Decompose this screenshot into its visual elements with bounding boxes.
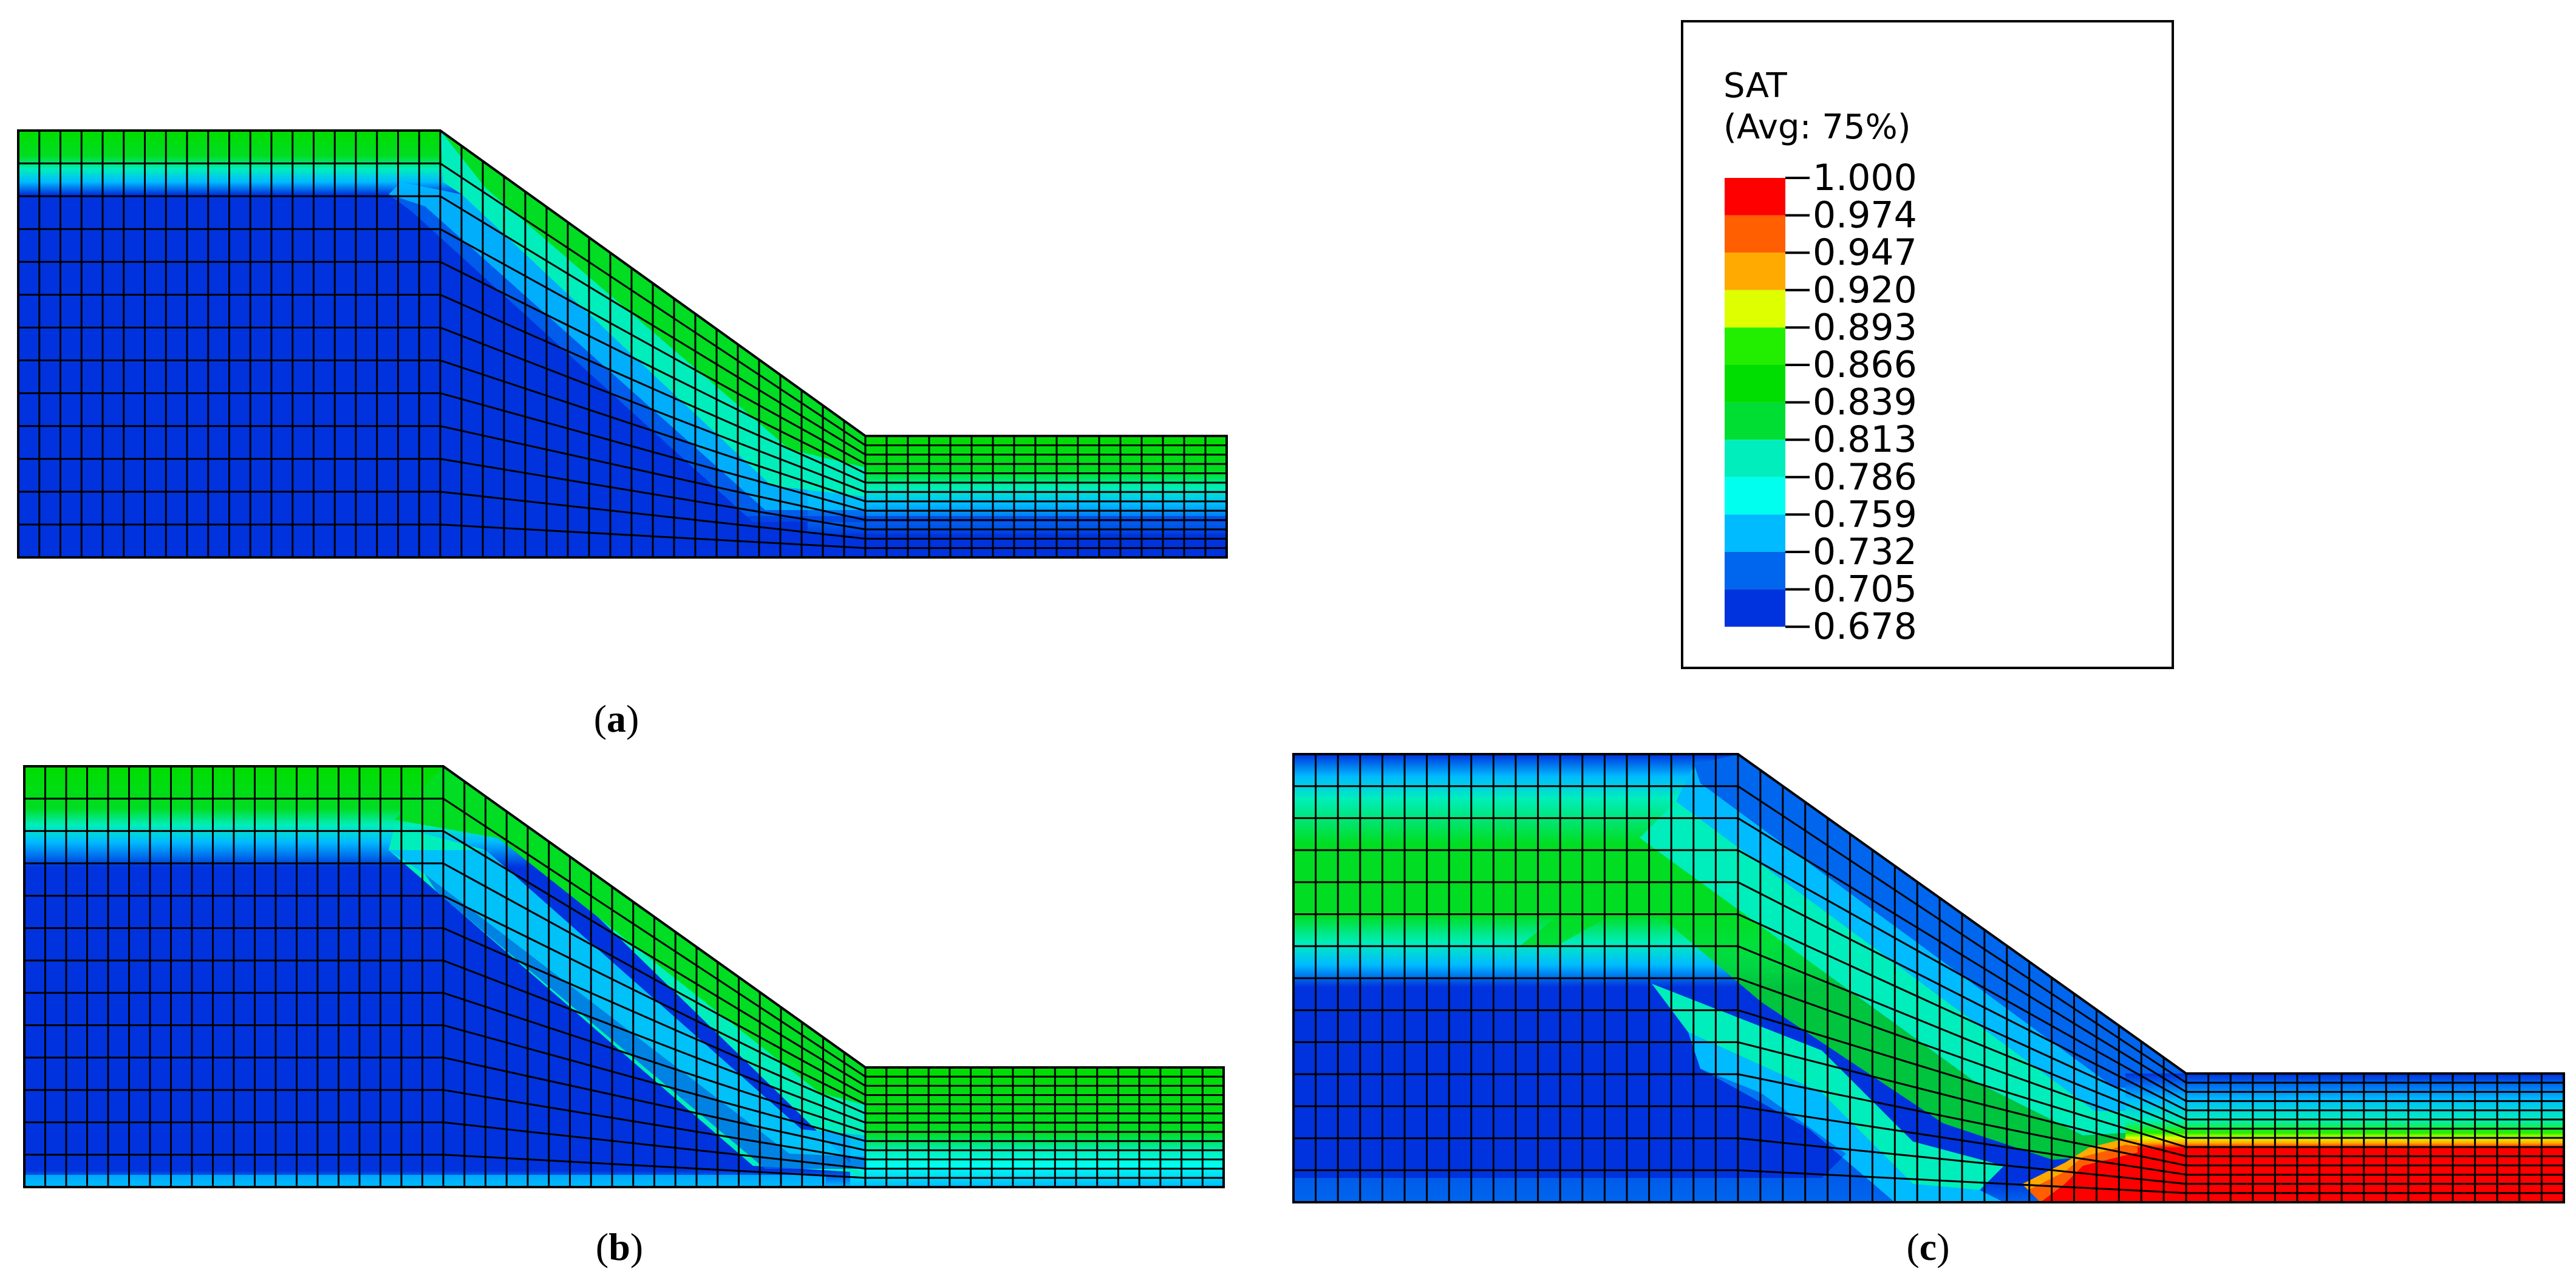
legend-swatch: [1725, 477, 1785, 515]
panel-a-mesh: [18, 131, 1227, 557]
legend-value: 0.705: [1813, 568, 1917, 611]
legend-scale: 1.0000.9740.9470.9200.8930.8660.8390.813…: [1725, 157, 1917, 648]
legend-value: 0.759: [1813, 493, 1917, 536]
panel-a-outline: [17, 129, 1228, 559]
legend-variable: SAT: [1723, 66, 1788, 106]
legend-value: 0.839: [1813, 381, 1917, 424]
panel-c: (c): [1292, 753, 2565, 1268]
legend-swatch: [1725, 440, 1785, 477]
legend-swatch: [1725, 514, 1785, 552]
panel-b-label: (b): [596, 1225, 643, 1268]
legend-value: 0.893: [1813, 306, 1917, 349]
legend-value: 0.974: [1813, 194, 1917, 237]
legend-swatch: [1725, 402, 1785, 440]
panel-b: (b): [23, 765, 1225, 1268]
legend-swatch: [1725, 178, 1785, 216]
legend-swatch: [1725, 365, 1785, 403]
legend-swatch: [1725, 327, 1785, 365]
contour-legend: SAT (Avg: 75%) 1.0000.9740.9470.9200.893…: [1681, 20, 2174, 669]
legend-swatch: [1725, 589, 1785, 627]
legend-value: 0.732: [1813, 531, 1917, 573]
legend-value: 0.813: [1813, 418, 1917, 461]
panel-c-label: (c): [1906, 1225, 1949, 1268]
panel-a-field: [18, 131, 1227, 557]
legend-swatch: [1725, 215, 1785, 253]
legend-value: 1.000: [1813, 157, 1917, 199]
legend-value: 0.786: [1813, 456, 1917, 499]
legend-swatch: [1725, 253, 1785, 290]
panel-b-field: [24, 766, 1224, 1187]
panel-c-field: [1293, 754, 2564, 1202]
panel-a: (a): [17, 129, 1228, 740]
legend-value: 0.866: [1813, 344, 1917, 386]
legend-swatch: [1725, 290, 1785, 328]
legend-swatch: [1725, 552, 1785, 590]
legend-value: 0.920: [1813, 269, 1917, 311]
legend-value: 0.947: [1813, 231, 1917, 274]
panel-b-outline: [23, 765, 1225, 1188]
panel-a-label: (a): [594, 697, 639, 740]
legend-value: 0.678: [1813, 605, 1917, 648]
panel-c-mesh: [1293, 754, 2564, 1202]
panel-b-mesh: [24, 766, 1224, 1187]
legend-averaging: (Avg: 75%): [1723, 107, 1911, 147]
panel-c-outline: [1292, 753, 2565, 1203]
